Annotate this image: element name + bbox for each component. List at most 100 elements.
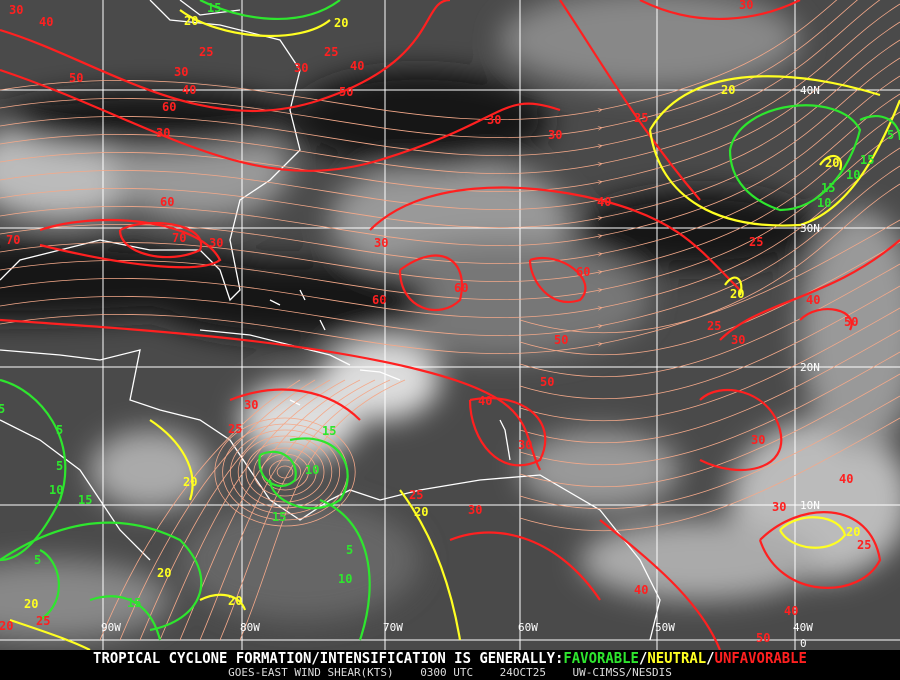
yellow-contour-label: 20	[730, 287, 744, 301]
green-contour-label: 10	[49, 483, 63, 497]
streamline	[519, 241, 900, 356]
latitude-label: 0	[800, 637, 807, 650]
unfavorable-contour	[0, 318, 541, 471]
separator: /	[706, 649, 715, 667]
product-info: GOES-EAST WIND SHEAR(KTS) 0300 UTC 24OCT…	[0, 667, 900, 679]
red-contour-label: 30	[731, 333, 745, 347]
red-contour-label: 60	[454, 281, 468, 295]
separator: /	[638, 649, 648, 667]
unfavorable-contour	[118, 221, 203, 259]
streamline	[0, 57, 900, 228]
red-contour-label: 40	[478, 394, 492, 408]
valid-date: 24OCT25	[499, 666, 547, 679]
red-contour-label: 25	[324, 45, 338, 59]
neutral-contour	[648, 75, 900, 227]
streamline-vortex	[268, 459, 301, 485]
green-contour-label: 5	[56, 423, 63, 437]
red-contour-label: 40	[39, 15, 53, 29]
neutral-contour	[149, 419, 194, 501]
favorable-contour	[728, 104, 862, 212]
red-contour-label: 25	[707, 319, 721, 333]
streamline	[139, 379, 331, 641]
unfavorable-contour	[559, 0, 701, 201]
streamline-vortex	[229, 429, 340, 515]
yellow-contour-label: 20	[157, 566, 171, 580]
streamline	[519, 285, 900, 400]
streamlines	[0, 0, 900, 641]
green-contour-label: 15	[272, 510, 286, 524]
neutral-contour	[9, 618, 91, 650]
favorable-contour	[39, 549, 60, 621]
legend-headline: TROPICAL CYCLONE FORMATION/INTENSIFICATI…	[32, 650, 869, 667]
red-contour-label: 50	[554, 333, 568, 347]
unfavorable-contour	[398, 254, 463, 312]
red-contour-label: 30	[209, 236, 223, 250]
favorable-contour	[859, 115, 900, 141]
neutral-contour	[819, 154, 843, 171]
streamline	[0, 3, 900, 174]
streamline	[0, 93, 900, 264]
red-contour-label: 50	[844, 315, 858, 329]
streamline	[239, 379, 406, 641]
red-contour-label: 60	[372, 293, 386, 307]
unfavorable-contour	[0, 0, 451, 112]
yellow-contour-label: 20	[24, 597, 38, 611]
red-contour-label: 40	[597, 195, 611, 209]
red-contour-label: 25	[199, 45, 213, 59]
unfavorable-contour	[468, 397, 547, 467]
streamline	[0, 111, 900, 282]
green-contour-label: 10	[846, 168, 860, 182]
legend-footer: TROPICAL CYCLONE FORMATION/INTENSIFICATI…	[0, 650, 900, 680]
red-contour-label: 30	[487, 113, 501, 127]
red-contour-label: 30	[156, 126, 170, 140]
favorable-contour	[89, 595, 162, 641]
unfavorable-contour	[719, 239, 900, 341]
green-contour-label: 5	[0, 402, 5, 416]
unfavorable-contour	[699, 388, 783, 472]
green-contour-label: 5	[34, 553, 41, 567]
green-contour-label: 10	[338, 572, 352, 586]
red-contour-label: 60	[162, 100, 176, 114]
unfavorable-contour	[639, 0, 801, 20]
red-contour-label: 30	[739, 0, 753, 12]
red-contour-label: 30	[468, 503, 482, 517]
longitude-label: 70W	[383, 621, 403, 634]
favorable-contour	[268, 437, 349, 510]
red-contour-label: 25	[634, 111, 648, 125]
unfavorable-contour	[449, 531, 601, 601]
streamline	[0, 0, 858, 138]
streamline	[519, 263, 900, 378]
unfavorable-contour	[369, 186, 741, 291]
streamline	[119, 379, 316, 641]
yellow-contour-label: 20	[721, 83, 735, 97]
lat-lon-grid	[0, 0, 900, 650]
red-contour-label: 40	[182, 83, 196, 97]
yellow-contour-label: 20	[184, 14, 198, 28]
streamline	[0, 183, 900, 354]
red-contour-label: 40	[634, 583, 648, 597]
yellow-contour-label: 20	[825, 156, 839, 170]
longitude-label: 80W	[240, 621, 260, 634]
streamline	[219, 379, 391, 641]
yellow-contour-label: 20	[228, 594, 242, 608]
unfavorable-contour	[0, 68, 561, 172]
red-contour-label: 30	[751, 433, 765, 447]
streamline	[99, 379, 301, 641]
streamline-vortex	[214, 417, 356, 527]
streamline	[519, 417, 900, 532]
red-contour-label: 50	[339, 85, 353, 99]
latitude-label: 40N	[800, 84, 820, 97]
neutral-contour	[779, 516, 847, 549]
streamline	[159, 379, 346, 641]
green-contour-label: 5	[56, 459, 63, 473]
unfavorable-label: UNFAVORABLE	[714, 649, 807, 667]
red-contour-label: 50	[540, 375, 554, 389]
shear-contours	[0, 0, 900, 650]
red-contour-label: 25	[36, 614, 50, 628]
streamline	[519, 395, 900, 510]
streamline-vortex	[276, 465, 294, 479]
red-contour-label: 25	[857, 538, 871, 552]
green-contour-label: 5	[346, 543, 353, 557]
green-contour-label: 15	[127, 596, 141, 610]
